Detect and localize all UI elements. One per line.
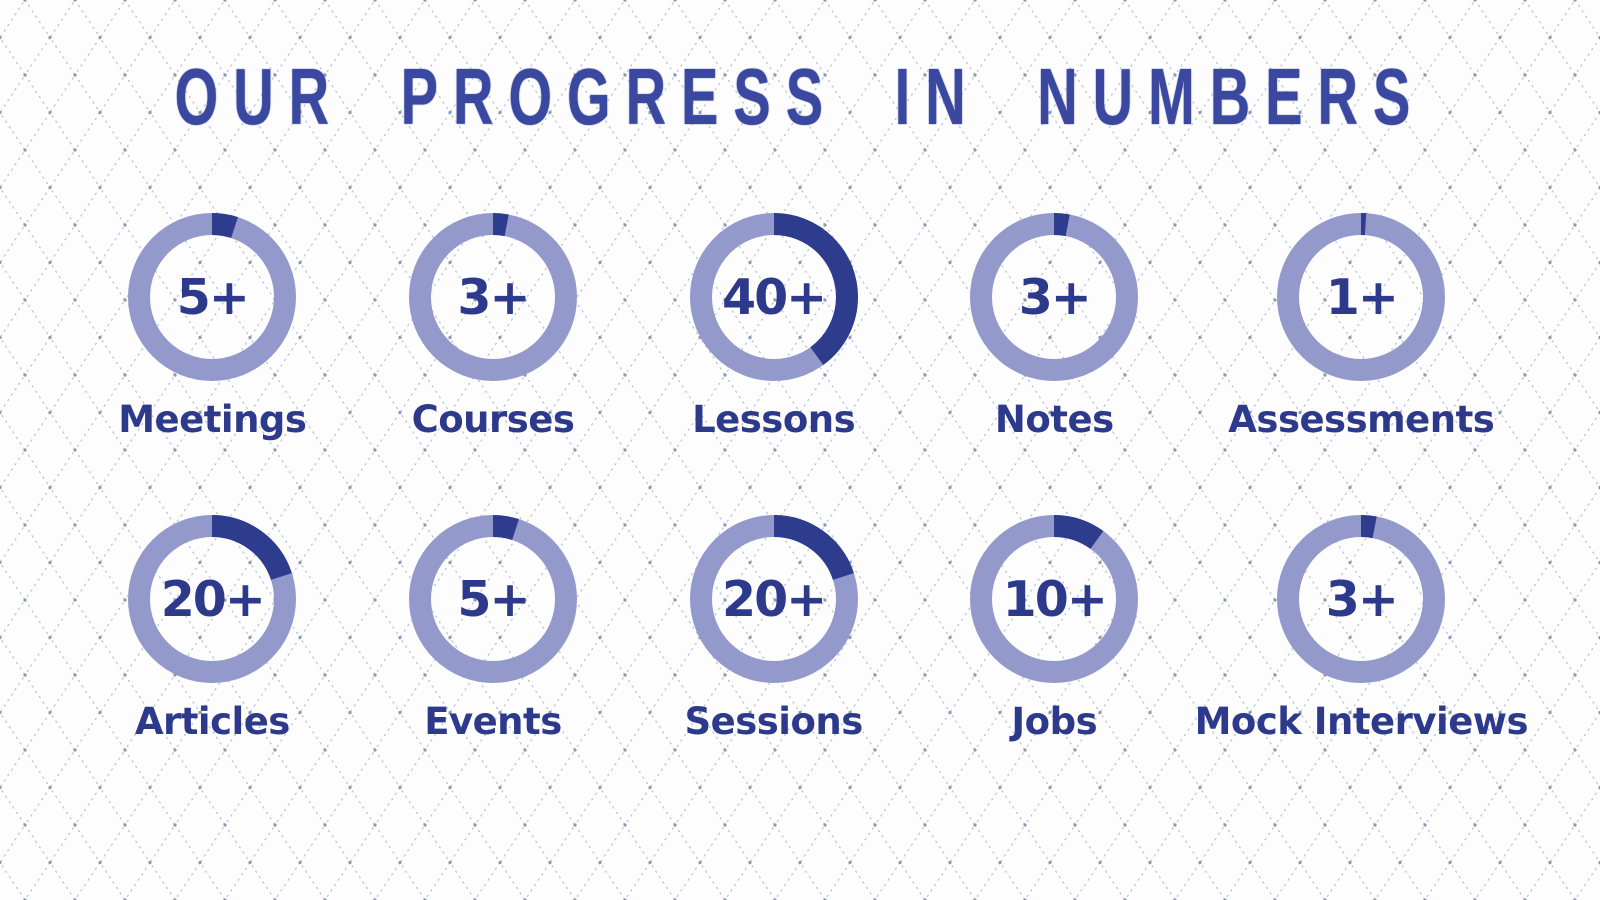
donut-chart: 3+: [970, 213, 1139, 381]
ring-progress: [970, 515, 1139, 683]
donut-chart: 3+: [408, 213, 577, 381]
ring-progress: [1277, 213, 1446, 381]
donut-chart: 3+: [1277, 515, 1446, 683]
ring-progress: [1277, 515, 1446, 683]
ring-progress: [128, 515, 297, 683]
stat-item: 40+ Lessons: [633, 213, 914, 441]
stat-label: Notes: [994, 398, 1114, 441]
stat-item: 20+ Sessions: [633, 515, 914, 743]
stat-label: Mock Interviews: [1194, 700, 1529, 743]
ring-track: [1277, 515, 1446, 683]
stats-grid: 5+ Meetings 3+ Courses 40+ Lessons: [72, 213, 1529, 743]
stat-label: Assessments: [1228, 398, 1495, 441]
stat-label: Sessions: [684, 700, 863, 743]
donut-chart: 40+: [689, 213, 858, 381]
donut-chart: 20+: [689, 515, 858, 683]
donut-chart: 5+: [408, 515, 577, 683]
stat-item: 20+ Articles: [72, 515, 353, 743]
donut-chart: 1+: [1277, 213, 1446, 381]
stat-label: Courses: [411, 398, 575, 441]
ring-track: [408, 515, 577, 683]
ring-progress: [408, 515, 577, 683]
stat-item: 3+ Notes: [914, 213, 1195, 441]
ring-track: [128, 213, 297, 381]
donut-chart: 10+: [970, 515, 1139, 683]
stat-label: Jobs: [1011, 700, 1098, 743]
page-title: OUR PROGRESS IN NUMBERS: [174, 51, 1426, 142]
stat-item: 3+ Courses: [353, 213, 634, 441]
stat-item: 3+ Mock Interviews: [1194, 515, 1529, 743]
donut-chart: 5+: [128, 213, 297, 381]
stat-item: 1+ Assessments: [1195, 213, 1528, 441]
ring-track: [1277, 213, 1446, 381]
ring-progress: [128, 213, 297, 381]
ring-progress: [689, 213, 858, 381]
stat-label: Lessons: [692, 398, 856, 441]
stat-item: 5+ Events: [353, 515, 634, 743]
stat-label: Meetings: [118, 398, 307, 441]
ring-track: [408, 213, 577, 381]
ring-progress: [689, 515, 858, 683]
stat-label: Articles: [134, 700, 290, 743]
ring-track: [970, 213, 1139, 381]
donut-chart: 20+: [128, 515, 297, 683]
ring-progress: [970, 213, 1139, 381]
stat-item: 5+ Meetings: [72, 213, 353, 441]
stat-item: 10+ Jobs: [914, 515, 1195, 743]
stat-label: Events: [424, 700, 562, 743]
ring-track: [970, 515, 1139, 683]
ring-progress: [408, 213, 577, 381]
